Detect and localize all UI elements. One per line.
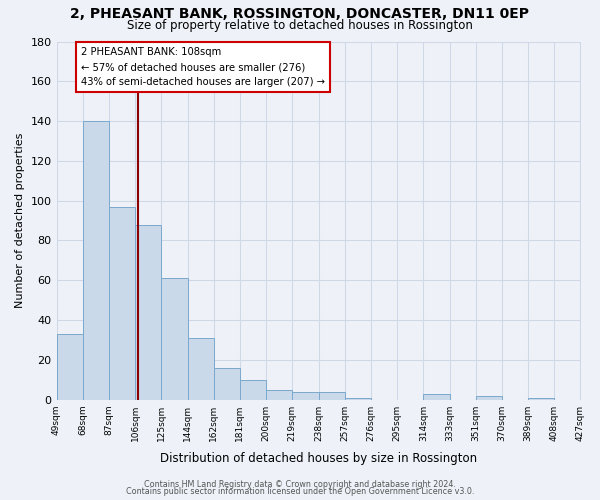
Bar	[476, 396, 502, 400]
Bar	[56, 334, 83, 400]
Text: Size of property relative to detached houses in Rossington: Size of property relative to detached ho…	[127, 19, 473, 32]
Bar	[528, 398, 554, 400]
Text: Contains HM Land Registry data © Crown copyright and database right 2024.: Contains HM Land Registry data © Crown c…	[144, 480, 456, 489]
Bar	[161, 278, 188, 400]
Bar	[424, 394, 449, 400]
Bar	[345, 398, 371, 400]
Bar	[240, 380, 266, 400]
Text: Contains public sector information licensed under the Open Government Licence v3: Contains public sector information licen…	[126, 487, 474, 496]
Text: 2, PHEASANT BANK, ROSSINGTON, DONCASTER, DN11 0EP: 2, PHEASANT BANK, ROSSINGTON, DONCASTER,…	[71, 8, 530, 22]
Bar	[135, 224, 161, 400]
Y-axis label: Number of detached properties: Number of detached properties	[15, 133, 25, 308]
Bar	[214, 368, 240, 400]
Text: 2 PHEASANT BANK: 108sqm
← 57% of detached houses are smaller (276)
43% of semi-d: 2 PHEASANT BANK: 108sqm ← 57% of detache…	[82, 48, 325, 87]
Bar	[188, 338, 214, 400]
Bar	[83, 121, 109, 400]
Bar	[292, 392, 319, 400]
Bar	[109, 206, 135, 400]
Bar	[319, 392, 345, 400]
X-axis label: Distribution of detached houses by size in Rossington: Distribution of detached houses by size …	[160, 452, 477, 465]
Bar	[266, 390, 292, 400]
